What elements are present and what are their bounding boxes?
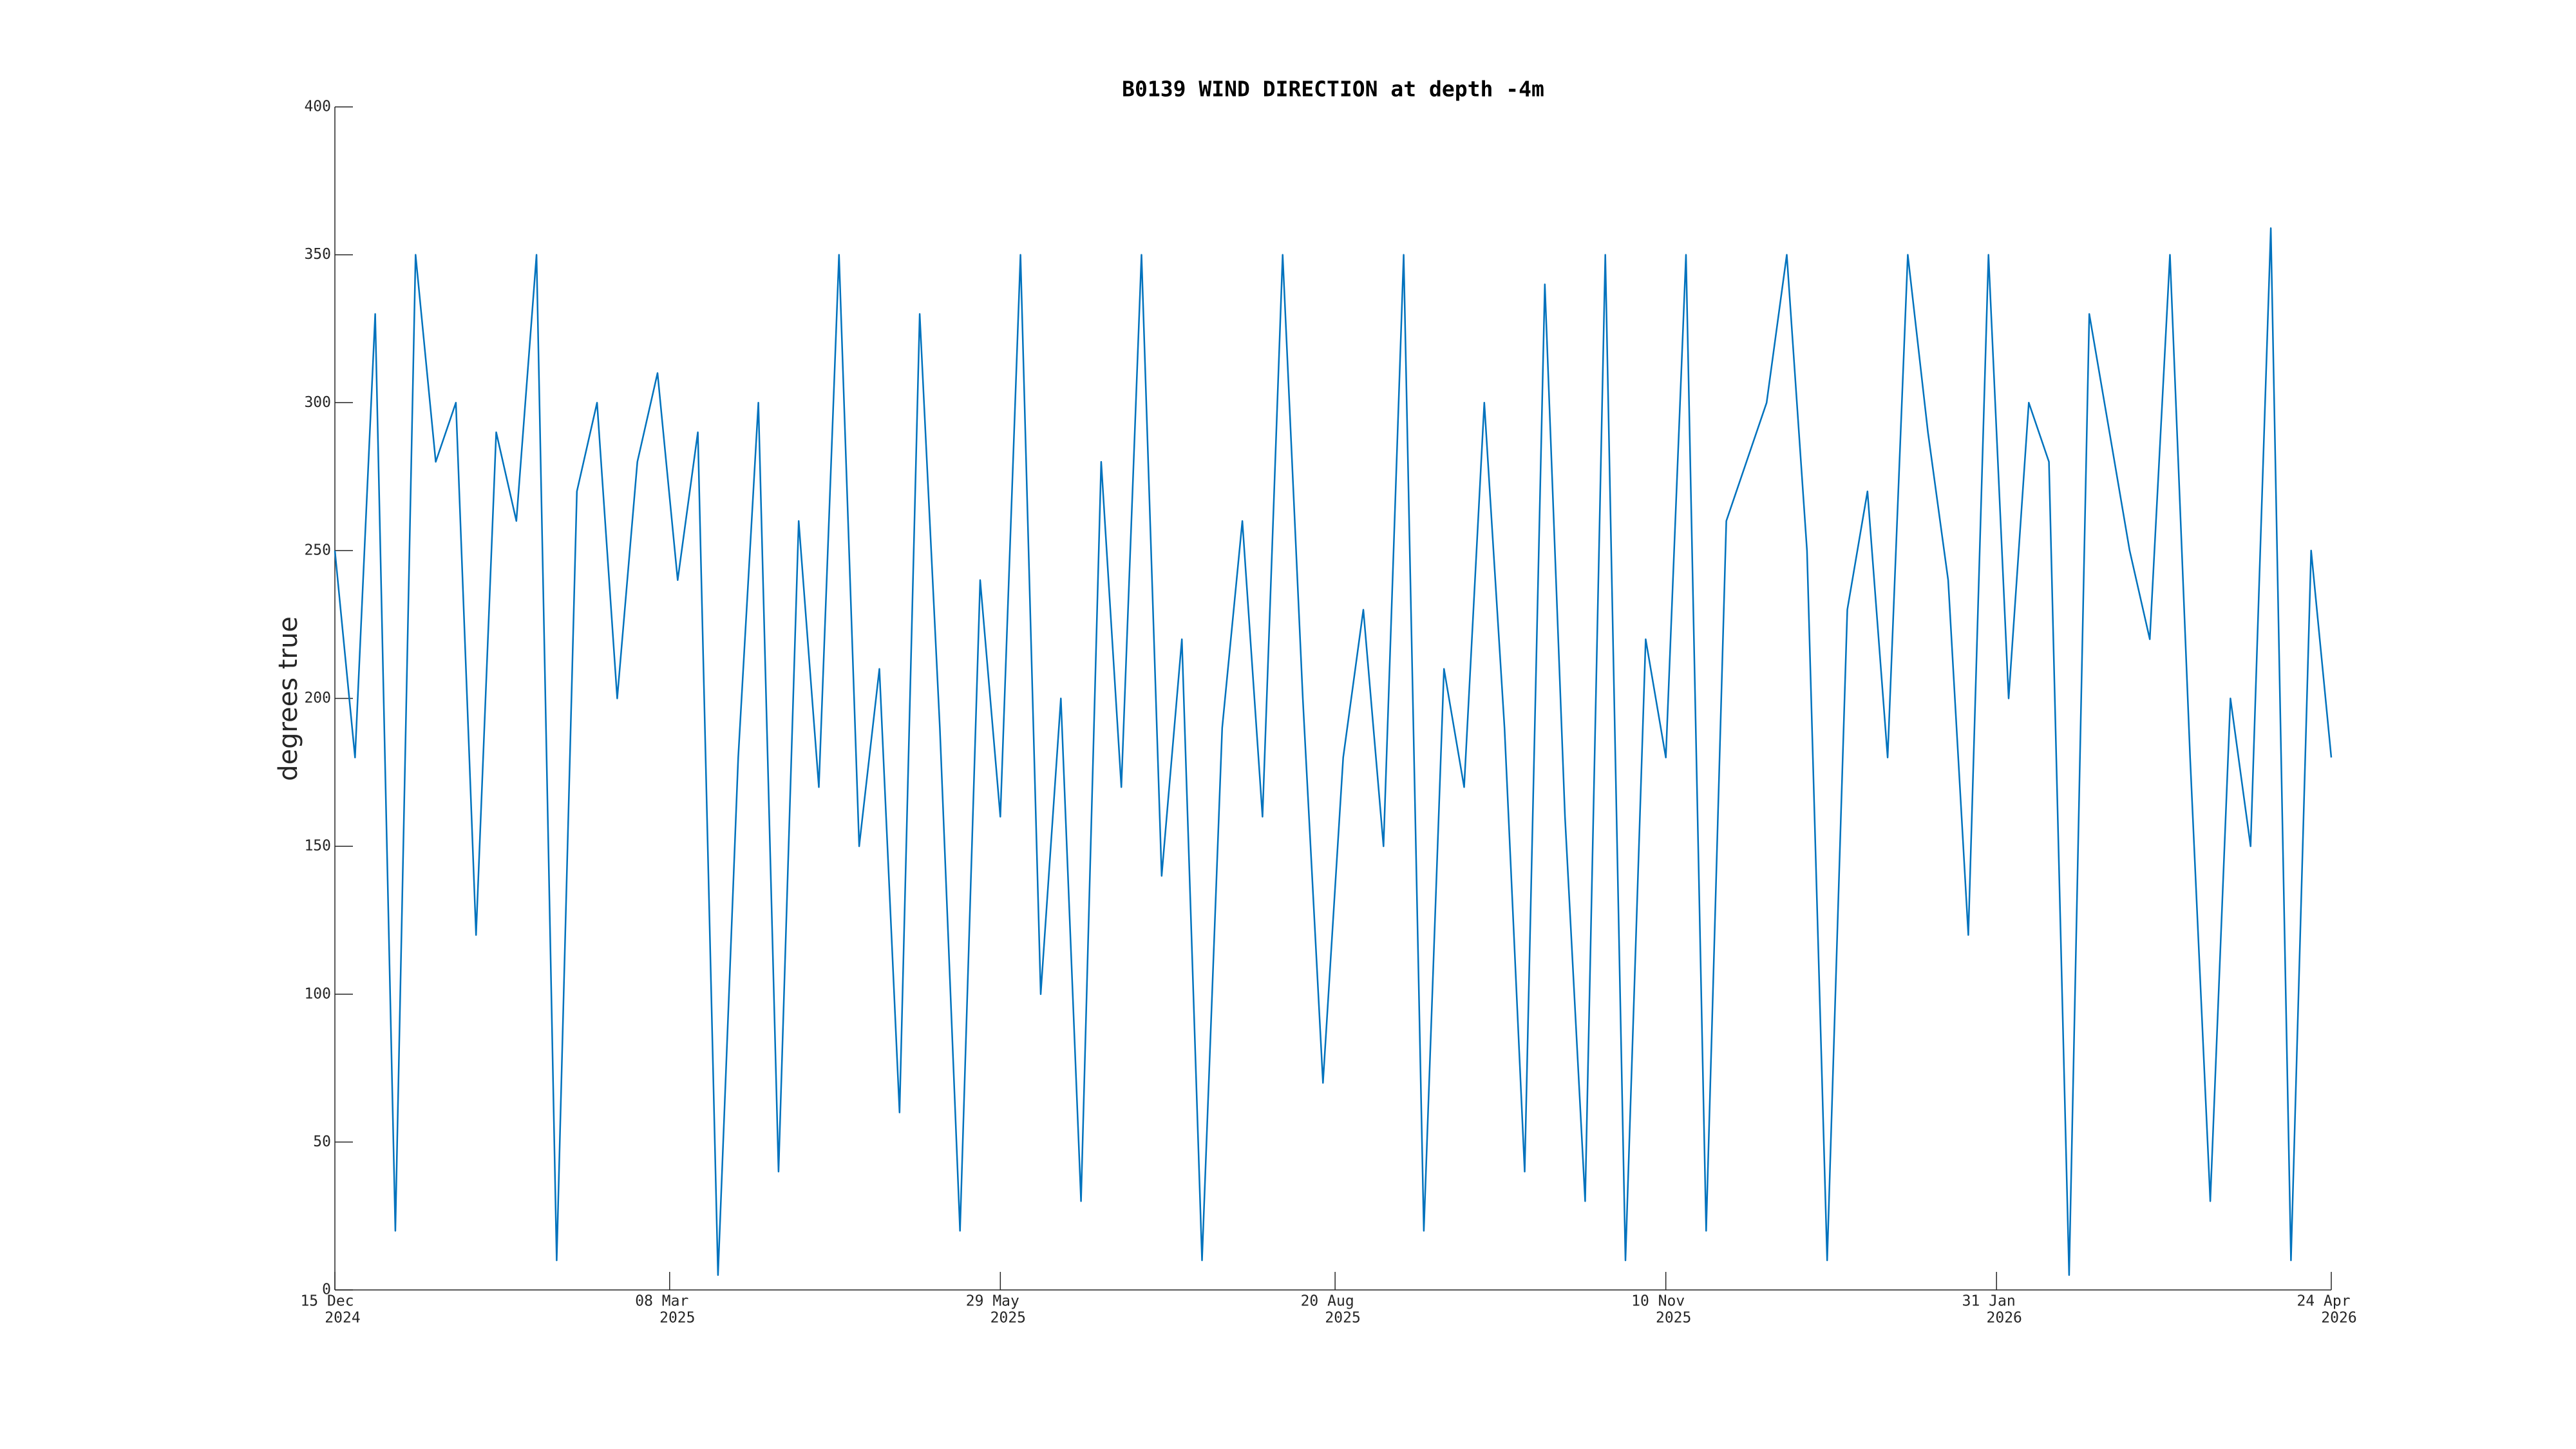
y-tick-label: 100 bbox=[304, 985, 331, 1002]
data-line bbox=[334, 227, 2333, 1276]
x-tick-label: 2024 bbox=[325, 1310, 360, 1327]
x-tick-label: 08 Mar bbox=[635, 1293, 688, 1310]
y-tick-label: 0 bbox=[322, 1282, 331, 1298]
y-tick-label: 250 bbox=[304, 542, 331, 558]
y-tick-label: 50 bbox=[313, 1133, 331, 1150]
x-tick-label: 2026 bbox=[2321, 1310, 2356, 1327]
y-tick-label: 300 bbox=[304, 394, 331, 411]
x-tick-label: 20 Aug bbox=[1301, 1293, 1354, 1310]
y-axis-label: degrees true bbox=[274, 616, 303, 781]
x-tick-label: 2025 bbox=[1325, 1310, 1360, 1327]
x-tick-label: 2025 bbox=[659, 1310, 695, 1327]
chart-title: B0139 WIND DIRECTION at depth -4m bbox=[1122, 77, 1544, 102]
x-tick-label: 31 Jan bbox=[1962, 1293, 2016, 1310]
x-tick-label: 2025 bbox=[1656, 1310, 1691, 1327]
x-tick-label: 24 Apr bbox=[2297, 1293, 2350, 1310]
x-tick-label: 2026 bbox=[1987, 1310, 2022, 1327]
x-tick-label: 10 Nov bbox=[1631, 1293, 1685, 1310]
y-tick-label: 150 bbox=[304, 838, 331, 855]
x-tick-label: 15 Dec bbox=[300, 1293, 354, 1310]
x-tick-label: 2025 bbox=[990, 1310, 1026, 1327]
y-tick-label: 400 bbox=[304, 99, 331, 115]
y-tick-label: 200 bbox=[304, 690, 331, 706]
y-tick-label: 350 bbox=[304, 246, 331, 263]
x-tick-label: 29 May bbox=[966, 1293, 1019, 1310]
